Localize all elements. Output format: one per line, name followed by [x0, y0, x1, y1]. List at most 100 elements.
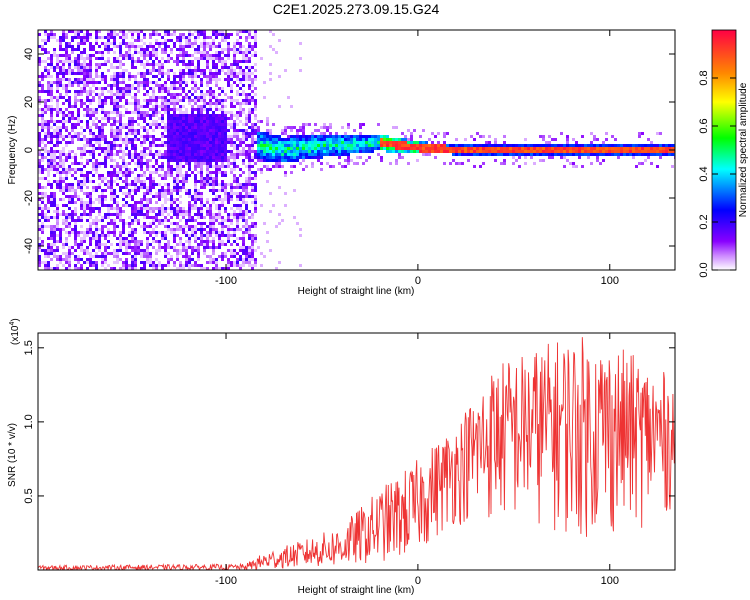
spectrogram-cell	[98, 126, 101, 129]
spectrogram-cell	[200, 51, 203, 54]
spectrogram-cell	[221, 90, 224, 93]
spectrogram-cell	[59, 165, 62, 168]
spectrogram-cell	[131, 171, 134, 174]
spectrogram-cell	[383, 138, 386, 141]
spectrogram-cell	[221, 156, 224, 159]
spectrogram-cell	[257, 126, 260, 129]
spectrogram-cell	[203, 72, 206, 75]
spectrogram-cell	[74, 234, 77, 237]
spectrogram-cell	[167, 45, 170, 48]
spectrogram-cell	[176, 174, 179, 177]
spectrogram-cell	[152, 99, 155, 102]
spectrogram-cell	[47, 216, 50, 219]
spectrogram-cell	[224, 60, 227, 63]
spectrogram-cell	[239, 81, 242, 84]
spectrogram-cell	[299, 228, 302, 231]
spectrogram-cell	[191, 42, 194, 45]
spectrogram-cell	[215, 180, 218, 183]
spectrogram-cell	[56, 114, 59, 117]
spectrogram-cell	[254, 117, 257, 120]
spectrogram-cell	[119, 81, 122, 84]
spectrogram-cell	[419, 141, 422, 144]
spectrogram-cell	[92, 186, 95, 189]
spectrogram-cell	[206, 156, 209, 159]
spectrogram-cell	[179, 141, 182, 144]
spectrogram-cell	[185, 177, 188, 180]
spectrogram-cell	[344, 144, 347, 147]
spectrogram-cell	[95, 165, 98, 168]
spectrogram-cell	[116, 207, 119, 210]
spectrogram-cell	[161, 168, 164, 171]
spectrogram-cell	[569, 153, 572, 156]
spectrogram-cell	[173, 159, 176, 162]
spectrogram-cell	[215, 168, 218, 171]
spectrogram-cell	[212, 222, 215, 225]
spectrogram-cell	[416, 150, 419, 153]
spectrogram-cell	[455, 144, 458, 147]
spectrogram-cell	[161, 219, 164, 222]
spectrogram-cell	[659, 144, 662, 147]
spectrogram-cell	[47, 237, 50, 240]
spectrogram-cell	[92, 189, 95, 192]
spectrogram-cell	[68, 186, 71, 189]
spectrogram-cell	[164, 234, 167, 237]
spectrogram-cell	[479, 153, 482, 156]
spectrogram-cell	[53, 135, 56, 138]
spectrogram-cell	[584, 147, 587, 150]
spectrogram-cell	[137, 219, 140, 222]
spectrogram-cell	[524, 138, 527, 141]
spectrogram-cell	[251, 252, 254, 255]
spectrogram-cell	[536, 144, 539, 147]
spectrogram-cell	[71, 72, 74, 75]
spectrogram-cell	[203, 126, 206, 129]
spectrogram-cell	[203, 153, 206, 156]
spectrogram-cell	[125, 171, 128, 174]
spectrogram-cell	[434, 135, 437, 138]
spectrogram-cell	[188, 60, 191, 63]
spectrogram-cell	[80, 171, 83, 174]
spectrogram-cell	[302, 138, 305, 141]
spectrogram-cell	[215, 117, 218, 120]
spectrogram-cell	[245, 36, 248, 39]
spectrogram-cell	[74, 78, 77, 81]
spectrogram-cell	[47, 246, 50, 249]
spectrogram-cell	[125, 51, 128, 54]
spectrogram-cell	[203, 135, 206, 138]
spectrogram-cell	[110, 231, 113, 234]
spectrogram-cell	[89, 180, 92, 183]
spectrogram-cell	[164, 129, 167, 132]
spectrogram-cell	[161, 126, 164, 129]
spectrogram-cell	[398, 150, 401, 153]
spectrogram-cell	[47, 171, 50, 174]
spectrogram-cell	[65, 252, 68, 255]
spectrogram-cell	[200, 168, 203, 171]
spectrogram-cell	[236, 30, 239, 33]
spectrogram-cell	[89, 93, 92, 96]
spectrogram-cell	[239, 129, 242, 132]
spectrogram-cell	[245, 48, 248, 51]
spectrogram-cell	[437, 144, 440, 147]
spectrogram-cell	[167, 123, 170, 126]
spectrogram-cell	[53, 252, 56, 255]
spectrogram-cell	[155, 258, 158, 261]
spectrogram-cell	[38, 150, 41, 153]
spectrogram-cell	[47, 57, 50, 60]
spectrogram-cell	[149, 123, 152, 126]
spectrogram-cell	[164, 96, 167, 99]
spectrogram-cell	[140, 261, 143, 264]
spectrogram-cell	[113, 174, 116, 177]
spectrogram-cell	[89, 252, 92, 255]
spectrogram-cell	[284, 171, 287, 174]
spectrogram-cell	[152, 228, 155, 231]
spectrogram-cell	[662, 147, 665, 150]
spectrogram-cell	[110, 111, 113, 114]
spectrogram-cell	[182, 111, 185, 114]
spectrogram-cell	[164, 108, 167, 111]
spectrogram-cell	[194, 102, 197, 105]
spectrogram-cell	[119, 96, 122, 99]
spectrogram-cell	[290, 165, 293, 168]
spectrogram-cell	[143, 81, 146, 84]
spectrogram-cell	[89, 111, 92, 114]
spectrogram-cell	[239, 45, 242, 48]
spectrogram-cell	[77, 147, 80, 150]
